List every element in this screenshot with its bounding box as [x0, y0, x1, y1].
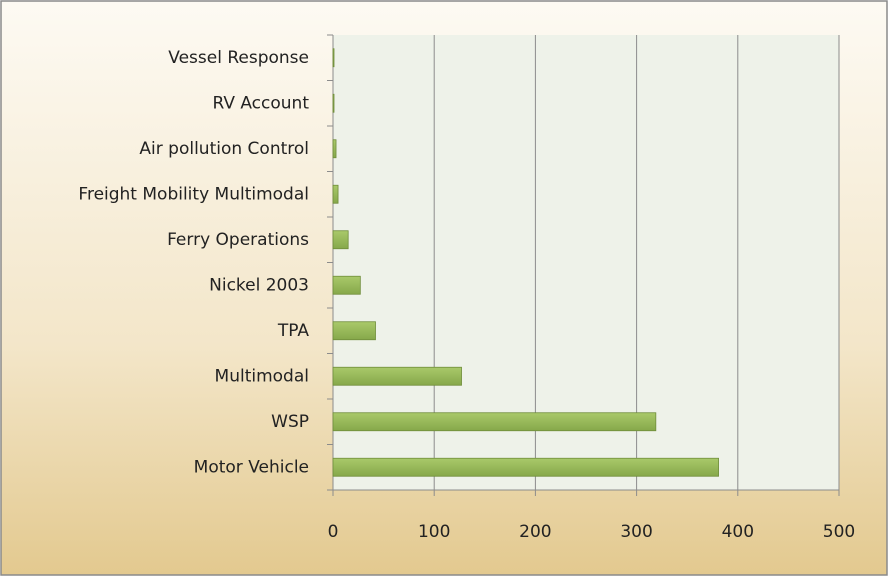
y-tick-label: WSP [271, 412, 309, 432]
x-tick-label: 0 [328, 522, 339, 542]
bar [332, 230, 349, 250]
y-tick-label: RV Account [212, 93, 309, 113]
x-tick-label: 200 [519, 522, 551, 542]
bar [332, 366, 462, 386]
bar [332, 139, 337, 159]
y-tick-label: Ferry Operations [167, 230, 309, 250]
x-tick-label: 300 [620, 522, 652, 542]
bar [332, 412, 657, 432]
x-tick-label: 500 [823, 522, 855, 542]
y-tick-label: Multimodal [215, 366, 309, 386]
y-tick-label: Freight Mobility Multimodal [78, 184, 309, 204]
y-tick-label: Vessel Response [168, 48, 309, 68]
y-tick-label: TPA [277, 321, 310, 341]
bar [332, 457, 719, 477]
y-tick-label: Nickel 2003 [209, 275, 309, 295]
y-tick-label: Motor Vehicle [194, 457, 309, 477]
bar [332, 321, 376, 341]
bar [332, 184, 339, 204]
x-tick-label: 100 [418, 522, 450, 542]
bar [332, 93, 335, 113]
bar [332, 48, 335, 68]
bar [332, 275, 361, 295]
y-tick-label: Air pollution Control [139, 139, 309, 159]
x-tick-label: 400 [722, 522, 754, 542]
